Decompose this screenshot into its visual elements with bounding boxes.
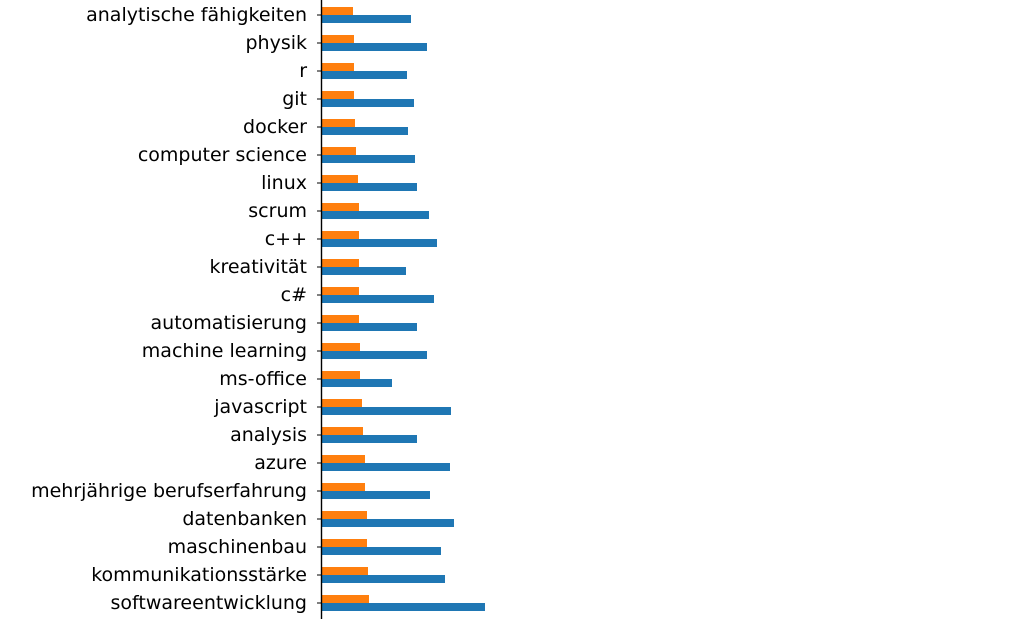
bar-series-2 [322, 155, 415, 163]
y-tick-label: computer science [138, 144, 307, 166]
bar-series-1 [322, 595, 369, 603]
bar-series-1 [322, 427, 363, 435]
y-tick-label: scrum [248, 200, 307, 222]
y-tick-label: c++ [265, 228, 307, 250]
bar-series-2 [322, 267, 406, 275]
bar-series-2 [322, 491, 430, 499]
y-tick-label: kreativität [209, 256, 307, 278]
bar-series-2 [322, 435, 417, 443]
bar-series-1 [322, 567, 368, 575]
y-tick-label: javascript [213, 396, 307, 418]
y-tick-label: c# [281, 284, 307, 306]
bar-series-1 [322, 203, 359, 211]
bar-series-1 [322, 287, 359, 295]
bar-series-2 [322, 239, 437, 247]
bar-series-1 [322, 63, 354, 71]
bars [322, 7, 485, 611]
y-tick-label: datenbanken [182, 508, 307, 530]
bar-series-2 [322, 407, 451, 415]
bar-series-1 [322, 119, 355, 127]
bar-series-2 [322, 127, 408, 135]
y-tick-label: docker [243, 116, 307, 138]
y-tick-label: analytische fähigkeiten [86, 4, 307, 26]
bar-series-1 [322, 35, 354, 43]
y-tick-label: kommunikationsstärke [91, 564, 307, 586]
bar-series-1 [322, 455, 365, 463]
bar-series-1 [322, 371, 360, 379]
bar-series-2 [322, 351, 427, 359]
y-tick-label: r [299, 60, 307, 82]
bar-series-2 [322, 547, 441, 555]
bar-series-2 [322, 43, 427, 51]
bar-series-2 [322, 99, 414, 107]
y-tick-label: linux [261, 172, 307, 194]
y-tick-label: automatisierung [151, 312, 307, 334]
y-axis-ticks: analytische fähigkeiten physik r git docker c… [31, 4, 322, 614]
y-tick-label: mehrjährige berufserfahrung [31, 480, 307, 502]
y-tick-label: azure [254, 452, 307, 474]
bar-series-2 [322, 575, 445, 583]
bar-series-1 [322, 231, 359, 239]
bar-series-2 [322, 603, 485, 611]
bar-series-1 [322, 399, 362, 407]
bar-series-1 [322, 259, 359, 267]
y-tick-label: ms-office [219, 368, 307, 390]
bar-series-1 [322, 483, 365, 491]
bar-series-1 [322, 7, 353, 15]
y-tick-label: softwareentwicklung [111, 592, 307, 614]
bar-series-2 [322, 463, 450, 471]
bar-series-2 [322, 211, 429, 219]
y-tick-label: analysis [230, 424, 307, 446]
bar-series-2 [322, 71, 407, 79]
bar-series-1 [322, 343, 360, 351]
bar-series-1 [322, 175, 358, 183]
y-tick-label: maschinenbau [168, 536, 307, 558]
y-tick-label: machine learning [142, 340, 307, 362]
bar-series-1 [322, 511, 367, 519]
bar-series-2 [322, 379, 392, 387]
bar-series-1 [322, 315, 359, 323]
bar-series-2 [322, 323, 417, 331]
y-tick-label: physik [245, 32, 307, 54]
bar-series-1 [322, 539, 367, 547]
bar-series-1 [322, 91, 354, 99]
bar-series-2 [322, 295, 434, 303]
y-tick-label: git [282, 88, 307, 110]
bar-series-2 [322, 183, 417, 191]
bar-series-1 [322, 147, 356, 155]
bar-series-2 [322, 519, 454, 527]
bar-series-2 [322, 15, 411, 23]
